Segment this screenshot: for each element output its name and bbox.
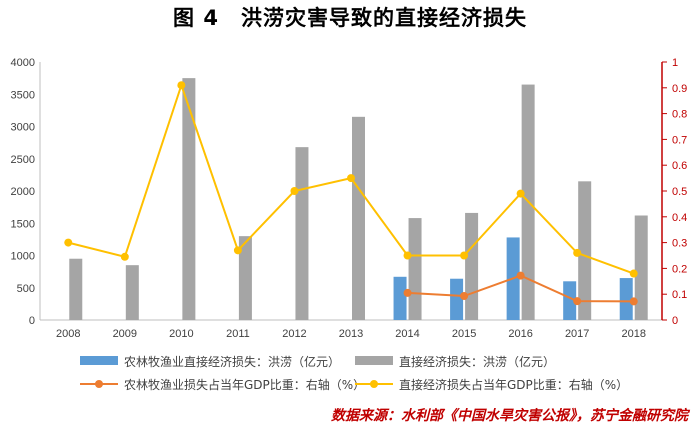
legend-swatch-marker: [370, 380, 378, 388]
right-axis-tick-label: 1: [672, 57, 678, 69]
right-axis-tick-label: 0.5: [672, 186, 687, 198]
x-axis-tick-label: 2011: [226, 328, 250, 340]
chart-title: 图 4 洪涝灾害导致的直接经济损失: [173, 6, 527, 30]
bar-total-loss: [238, 236, 252, 320]
x-axis-tick-label: 2009: [113, 328, 137, 340]
point-agri-gdp-share: [460, 292, 469, 301]
left-axis-tick-label: 4000: [11, 57, 35, 69]
x-axis-tick-label: 2015: [452, 328, 476, 340]
bar-agri-loss: [619, 278, 633, 320]
x-axis-tick-label: 2017: [565, 328, 589, 340]
bar-agri-loss: [393, 276, 407, 320]
x-axis-tick-label: 2014: [395, 328, 419, 340]
point-total-gdp-share: [290, 187, 299, 195]
point-total-gdp-share: [460, 251, 469, 260]
left-axis-tick-label: 1500: [11, 218, 35, 230]
x-axis-tick-label: 2012: [282, 328, 306, 340]
right-axis-tick-label: 0.4: [672, 212, 687, 224]
legend-label: 直接经济损失：洪涝（亿元）: [399, 354, 555, 369]
point-total-gdp-share: [629, 269, 638, 278]
point-total-gdp-share: [233, 246, 242, 255]
legend-label: 直接经济损失占当年GDP比重：右轴（%）: [399, 377, 628, 392]
left-axis-tick-label: 2000: [11, 186, 35, 198]
point-total-gdp-share: [177, 81, 186, 90]
bar-total-loss: [465, 212, 479, 320]
bar-agri-loss: [563, 281, 577, 320]
bar-total-loss: [182, 78, 196, 320]
legend-swatch: [80, 356, 118, 365]
x-axis-tick-label: 2016: [508, 328, 532, 340]
x-axis-tick-label: 2010: [169, 328, 193, 340]
point-total-gdp-share: [64, 238, 73, 247]
right-axis-tick-label: 0.3: [672, 238, 687, 250]
point-agri-gdp-share: [573, 297, 582, 306]
bar-total-loss: [634, 215, 648, 320]
point-total-gdp-share: [516, 189, 525, 198]
left-axis-tick-label: 3500: [11, 89, 35, 101]
x-axis-tick-label: 2008: [56, 328, 80, 340]
right-axis-tick-label: 0.1: [672, 289, 687, 301]
bar-agri-loss: [450, 278, 464, 320]
right-axis-tick-label: 0.7: [672, 134, 687, 146]
point-total-gdp-share: [120, 252, 129, 261]
left-axis-tick-label: 1000: [11, 251, 35, 263]
bar-total-loss: [578, 181, 592, 320]
legend-label: 农林牧渔业损失占当年GDP比重：右轴（%）: [124, 377, 365, 392]
right-axis-tick-label: 0.2: [672, 263, 687, 275]
left-axis-tick-label: 500: [17, 283, 35, 295]
right-axis-tick-label: 0: [672, 315, 678, 327]
left-axis-tick-label: 2500: [11, 154, 35, 166]
bar-total-loss: [352, 116, 365, 320]
data-source: 数据来源：水利部《中国水旱灾害公报》，苏宁金融研究院: [331, 408, 688, 424]
left-axis-tick-label: 3000: [11, 122, 35, 134]
bar-total-loss: [408, 218, 422, 320]
point-total-gdp-share: [347, 174, 355, 183]
point-total-gdp-share: [573, 248, 582, 257]
legend-swatch: [355, 356, 393, 365]
bar-total-loss: [69, 258, 83, 320]
bar-total-loss: [125, 265, 139, 320]
x-axis-tick-label: 2018: [621, 328, 645, 340]
x-axis-tick-label: 2013: [339, 328, 363, 340]
point-agri-gdp-share: [516, 271, 525, 280]
point-agri-gdp-share: [403, 288, 412, 297]
right-axis-tick-label: 0.8: [672, 109, 687, 121]
right-axis-tick-label: 0.6: [672, 160, 687, 172]
left-axis-tick-label: 0: [29, 315, 35, 327]
point-total-gdp-share: [403, 251, 412, 260]
legend-swatch-marker: [95, 380, 103, 388]
legend-label: 农林牧渔业直接经济损失：洪涝（亿元）: [124, 354, 340, 369]
bar-total-loss: [295, 147, 309, 320]
right-axis-tick-label: 0.9: [672, 83, 687, 95]
point-agri-gdp-share: [629, 297, 638, 306]
